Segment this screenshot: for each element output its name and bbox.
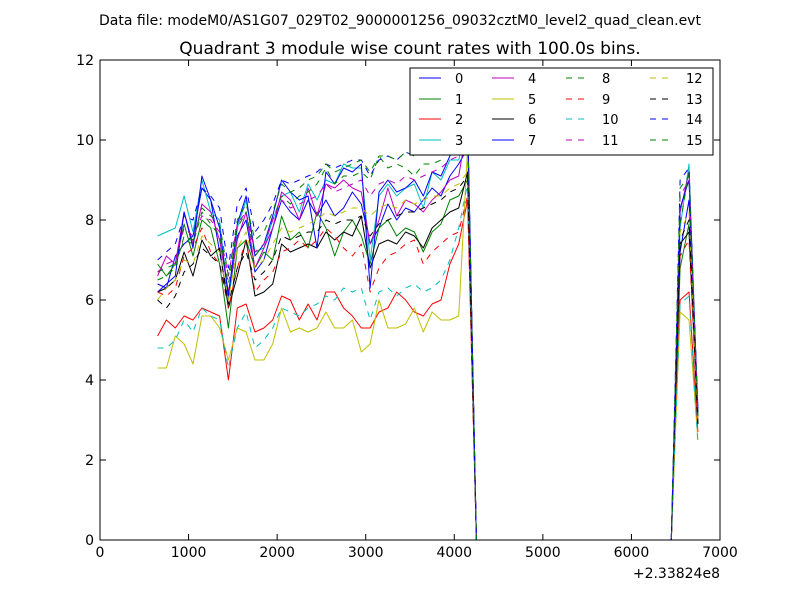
legend-label-7: 7	[528, 134, 536, 149]
x-tick-label: 1000	[171, 545, 207, 561]
series-line-9	[157, 195, 699, 541]
legend-label-0: 0	[455, 72, 463, 87]
series-line-10	[157, 183, 699, 541]
legend-label-13: 13	[686, 93, 703, 108]
x-tick-label: 6000	[614, 545, 650, 561]
series-line-15	[157, 123, 699, 541]
legend-label-10: 10	[602, 113, 619, 128]
y-tick-label: 6	[85, 293, 94, 309]
legend-label-5: 5	[528, 93, 536, 108]
x-tick-label: 2000	[259, 545, 295, 561]
series-line-5	[157, 147, 699, 541]
legend-label-9: 9	[602, 93, 610, 108]
x-tick-label: 7000	[702, 545, 738, 561]
series-line-4	[157, 123, 699, 541]
y-tick-label: 8	[85, 213, 94, 229]
y-tick-label: 0	[85, 533, 94, 549]
legend-label-6: 6	[528, 113, 536, 128]
legend-label-1: 1	[455, 93, 463, 108]
series-line-7	[157, 115, 699, 541]
series-line-6	[157, 171, 699, 541]
legend-label-8: 8	[602, 72, 610, 87]
legend-label-3: 3	[455, 134, 463, 149]
y-tick-label: 4	[85, 373, 94, 389]
legend-label-4: 4	[528, 72, 536, 87]
y-tick-label: 2	[85, 453, 94, 469]
legend-label-11: 11	[602, 134, 619, 149]
figure-suptitle: Data file: modeM0/AS1G07_029T02_90000012…	[99, 13, 701, 29]
chart-title: Quadrant 3 module wise count rates with …	[179, 39, 640, 59]
series-line-13	[157, 175, 699, 541]
x-offset-label: +2.33824e8	[633, 566, 720, 582]
series-line-0	[157, 147, 699, 541]
x-tick-label: 4000	[436, 545, 472, 561]
x-tick-label: 3000	[348, 545, 384, 561]
series-line-11	[157, 139, 699, 541]
legend-label-15: 15	[686, 134, 703, 149]
series-line-2	[157, 199, 699, 541]
y-tick-label: 10	[76, 133, 94, 149]
legend-label-12: 12	[686, 72, 703, 87]
x-tick-label: 5000	[525, 545, 561, 561]
x-tick-label: 0	[96, 545, 105, 561]
y-tick-label: 12	[76, 53, 94, 69]
legend-label-14: 14	[686, 113, 703, 128]
series-line-12	[157, 171, 699, 541]
series-layer	[157, 115, 699, 541]
legend-label-2: 2	[455, 113, 463, 128]
plot-frame	[99, 59, 721, 541]
